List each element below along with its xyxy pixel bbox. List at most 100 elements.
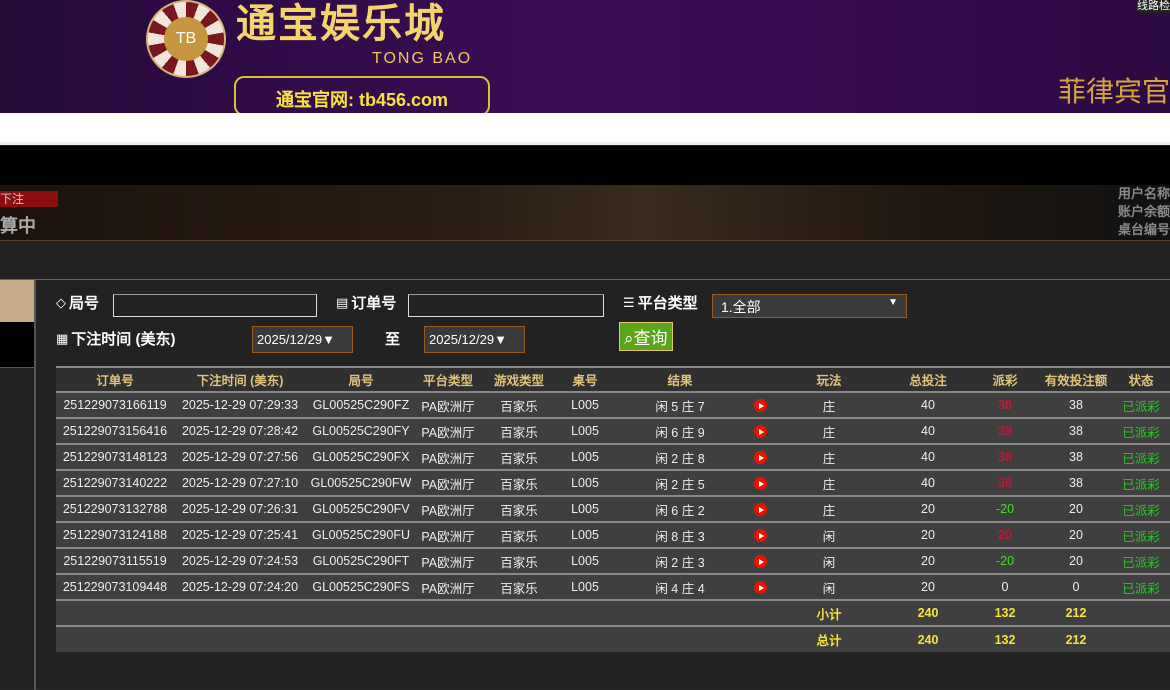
table-row: 251229073109448 2025-12-29 07:24:20 GL0052… bbox=[56, 573, 1170, 600]
spacer bbox=[1112, 625, 1170, 652]
payout: -20 bbox=[970, 495, 1040, 522]
game-type: 百家乐 bbox=[480, 573, 558, 600]
replay-cell bbox=[748, 547, 772, 574]
round-label: ◇ 局号 bbox=[56, 292, 99, 313]
status: 已派彩 bbox=[1112, 469, 1170, 496]
play-icon[interactable] bbox=[753, 451, 767, 465]
platform-label: ☰ 平台类型 bbox=[623, 292, 698, 313]
table-row: 251229073140222 2025-12-29 07:27:10 GL0052… bbox=[56, 469, 1170, 496]
bet-records-table: 订单号 下注时间 (美东) 局号 平台类型 游戏类型 桌号 结果 玩法 总投注 派彩 有效投注额 状态… bbox=[56, 366, 1170, 652]
round-id: GL00525C290FX bbox=[306, 443, 416, 470]
info-username: 用户名称 bbox=[1117, 186, 1170, 201]
game-type: 百家乐 bbox=[480, 391, 558, 418]
replay-cell bbox=[748, 417, 772, 444]
bet-time: 2025-12-29 07:29:33 bbox=[174, 391, 306, 418]
result: 闲 6 庄 9 bbox=[612, 417, 748, 444]
order-label: ▤ 订单号 bbox=[336, 292, 396, 313]
column-header: 结果 bbox=[612, 366, 748, 392]
table-row: 251229073148123 2025-12-29 07:27:56 GL0052… bbox=[56, 443, 1170, 470]
replay-cell bbox=[748, 391, 772, 418]
order-id: 251229073148123 bbox=[56, 443, 174, 470]
status: 已派彩 bbox=[1112, 521, 1170, 548]
status: 已派彩 bbox=[1112, 443, 1170, 470]
valid-bet: 38 bbox=[1040, 391, 1112, 418]
round-label-text: 局号 bbox=[69, 295, 100, 312]
time-label-text: 下注时间 (美东) bbox=[71, 331, 176, 348]
platform: PA欧洲厅 bbox=[416, 495, 480, 522]
column-header: 派彩 bbox=[970, 366, 1040, 392]
valid-bet: 38 bbox=[1040, 443, 1112, 470]
payout: 38 bbox=[970, 443, 1040, 470]
date-to-select[interactable]: 2025/12/29▼ bbox=[424, 326, 525, 353]
column-header: 玩法 bbox=[772, 366, 886, 392]
video-strip: 下注 算中 用户名称 账户余额 桌台编号 bbox=[0, 185, 1170, 241]
clipboard-icon: ▤ bbox=[336, 294, 349, 310]
bet-time: 2025-12-29 07:25:41 bbox=[174, 521, 306, 548]
play-icon[interactable] bbox=[753, 477, 767, 491]
column-header: 有效投注额 bbox=[1040, 366, 1112, 392]
bet-type: 闲 bbox=[772, 573, 886, 600]
sum-payout: 132 bbox=[970, 599, 1040, 626]
column-header: 桌号 bbox=[558, 366, 612, 392]
total-bet: 40 bbox=[886, 417, 970, 444]
divider bbox=[34, 280, 36, 690]
valid-bet: 0 bbox=[1040, 573, 1112, 600]
banner: TB 通宝娱乐城 TONG BAO 通宝官网: tb456.com 菲律宾官 线… bbox=[0, 0, 1170, 113]
order-input[interactable] bbox=[408, 294, 604, 317]
total-bet: 40 bbox=[886, 469, 970, 496]
round-id: GL00525C290FT bbox=[306, 547, 416, 574]
play-icon[interactable] bbox=[753, 425, 767, 439]
order-id: 251229073166119 bbox=[56, 391, 174, 418]
total-bet: 40 bbox=[886, 443, 970, 470]
table-row: 251229073115519 2025-12-29 07:24:53 GL0052… bbox=[56, 547, 1170, 574]
line-check-link[interactable]: 线路检 bbox=[1137, 0, 1170, 13]
platform-select[interactable]: 1.全部 ▼ bbox=[712, 294, 907, 318]
bet-time: 2025-12-29 07:24:20 bbox=[174, 573, 306, 600]
column-header: 总投注 bbox=[886, 366, 970, 392]
subtotal-row: 小计 240 132 212 bbox=[56, 599, 1170, 626]
order-id: 251229073156416 bbox=[56, 417, 174, 444]
play-icon[interactable] bbox=[753, 581, 767, 595]
site-link[interactable]: 通宝官网: tb456.com bbox=[234, 76, 490, 113]
result: 闲 6 庄 2 bbox=[612, 495, 748, 522]
round-id: GL00525C290FW bbox=[306, 469, 416, 496]
order-label-text: 订单号 bbox=[351, 295, 397, 312]
play-icon[interactable] bbox=[753, 503, 767, 517]
payout: 38 bbox=[970, 417, 1040, 444]
side-block bbox=[0, 322, 34, 368]
side-tab[interactable] bbox=[0, 280, 36, 322]
table-no: L005 bbox=[558, 521, 612, 548]
query-button[interactable]: ⌕查询 bbox=[619, 322, 673, 351]
table-no: L005 bbox=[558, 469, 612, 496]
result: 闲 2 庄 5 bbox=[612, 469, 748, 496]
result: 闲 2 庄 3 bbox=[612, 547, 748, 574]
play-icon[interactable] bbox=[753, 555, 767, 569]
platform: PA欧洲厅 bbox=[416, 417, 480, 444]
game-type: 百家乐 bbox=[480, 469, 558, 496]
order-id: 251229073109448 bbox=[56, 573, 174, 600]
status: 已派彩 bbox=[1112, 391, 1170, 418]
order-id: 251229073132788 bbox=[56, 495, 174, 522]
table-header: 订单号 下注时间 (美东) 局号 平台类型 游戏类型 桌号 结果 玩法 总投注 派彩 有效投注额 状态 bbox=[56, 366, 1170, 392]
replay-cell bbox=[748, 443, 772, 470]
total-bet: 20 bbox=[886, 521, 970, 548]
round-id: GL00525C290FS bbox=[306, 573, 416, 600]
valid-bet: 38 bbox=[1040, 469, 1112, 496]
play-icon[interactable] bbox=[753, 529, 767, 543]
payout: 20 bbox=[970, 521, 1040, 548]
column-header: 状态 bbox=[1112, 366, 1170, 392]
game-type: 百家乐 bbox=[480, 547, 558, 574]
valid-bet: 20 bbox=[1040, 521, 1112, 548]
status: 已派彩 bbox=[1112, 495, 1170, 522]
play-icon[interactable] bbox=[753, 399, 767, 413]
valid-bet: 38 bbox=[1040, 417, 1112, 444]
valid-bet: 20 bbox=[1040, 495, 1112, 522]
round-input[interactable] bbox=[113, 294, 317, 317]
date-from-select[interactable]: 2025/12/29▼ bbox=[252, 326, 353, 353]
round-id: GL00525C290FV bbox=[306, 495, 416, 522]
bet-type: 闲 bbox=[772, 521, 886, 548]
spacer bbox=[0, 113, 1170, 145]
bet-time: 2025-12-29 07:28:42 bbox=[174, 417, 306, 444]
query-label: 查询 bbox=[633, 329, 668, 348]
total-row: 总计 240 132 212 bbox=[56, 625, 1170, 652]
